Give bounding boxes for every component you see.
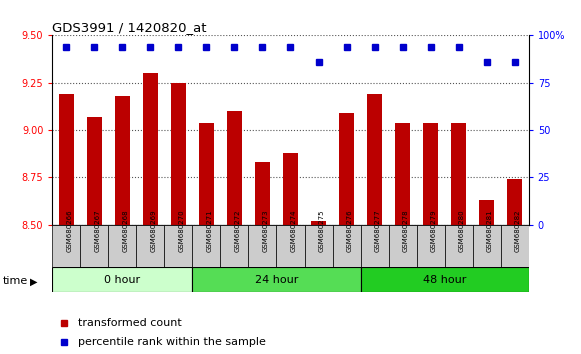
Bar — [423, 122, 438, 225]
Text: GSM680273: GSM680273 — [263, 210, 268, 252]
Text: GDS3991 / 1420820_at: GDS3991 / 1420820_at — [52, 21, 207, 34]
FancyBboxPatch shape — [220, 225, 249, 267]
Text: GSM680268: GSM680268 — [123, 210, 128, 252]
Text: GSM680282: GSM680282 — [515, 210, 521, 252]
FancyBboxPatch shape — [277, 225, 304, 267]
FancyBboxPatch shape — [192, 267, 361, 292]
Text: GSM680271: GSM680271 — [206, 210, 213, 252]
FancyBboxPatch shape — [444, 225, 473, 267]
FancyBboxPatch shape — [304, 225, 332, 267]
Bar — [143, 73, 158, 225]
FancyBboxPatch shape — [52, 267, 192, 292]
Text: GSM680281: GSM680281 — [487, 210, 493, 252]
Text: time: time — [3, 276, 28, 286]
Bar — [451, 122, 467, 225]
Bar — [199, 122, 214, 225]
Text: GSM680278: GSM680278 — [403, 210, 408, 252]
FancyBboxPatch shape — [332, 225, 361, 267]
Text: ▶: ▶ — [30, 276, 38, 286]
FancyBboxPatch shape — [361, 225, 389, 267]
Text: GSM680270: GSM680270 — [178, 210, 184, 252]
Bar — [114, 96, 130, 225]
Bar — [227, 111, 242, 225]
FancyBboxPatch shape — [473, 225, 501, 267]
Text: transformed count: transformed count — [78, 318, 182, 329]
Bar — [311, 221, 327, 225]
Text: GSM680269: GSM680269 — [150, 210, 156, 252]
Text: 48 hour: 48 hour — [423, 275, 467, 285]
FancyBboxPatch shape — [501, 225, 529, 267]
Text: 24 hour: 24 hour — [255, 275, 298, 285]
Bar — [507, 179, 522, 225]
Text: GSM680266: GSM680266 — [66, 210, 72, 252]
Text: GSM680275: GSM680275 — [318, 210, 325, 252]
Text: GSM680274: GSM680274 — [290, 210, 296, 252]
FancyBboxPatch shape — [417, 225, 444, 267]
Text: GSM680280: GSM680280 — [458, 210, 465, 252]
Text: 0 hour: 0 hour — [104, 275, 141, 285]
Bar — [171, 83, 186, 225]
Text: GSM680272: GSM680272 — [235, 210, 241, 252]
FancyBboxPatch shape — [80, 225, 108, 267]
Bar — [395, 122, 410, 225]
Bar — [283, 153, 298, 225]
FancyBboxPatch shape — [249, 225, 277, 267]
FancyBboxPatch shape — [361, 267, 529, 292]
Text: percentile rank within the sample: percentile rank within the sample — [78, 337, 266, 347]
FancyBboxPatch shape — [389, 225, 417, 267]
FancyBboxPatch shape — [192, 225, 220, 267]
Bar — [87, 117, 102, 225]
Bar — [254, 162, 270, 225]
FancyBboxPatch shape — [52, 225, 80, 267]
Text: GSM680267: GSM680267 — [94, 210, 101, 252]
Text: GSM680279: GSM680279 — [431, 210, 437, 252]
Bar — [59, 94, 74, 225]
FancyBboxPatch shape — [164, 225, 192, 267]
Bar — [367, 94, 382, 225]
Bar — [339, 113, 354, 225]
Text: GSM680276: GSM680276 — [346, 210, 353, 252]
FancyBboxPatch shape — [108, 225, 137, 267]
Bar — [479, 200, 494, 225]
FancyBboxPatch shape — [137, 225, 164, 267]
Text: GSM680277: GSM680277 — [375, 210, 381, 252]
